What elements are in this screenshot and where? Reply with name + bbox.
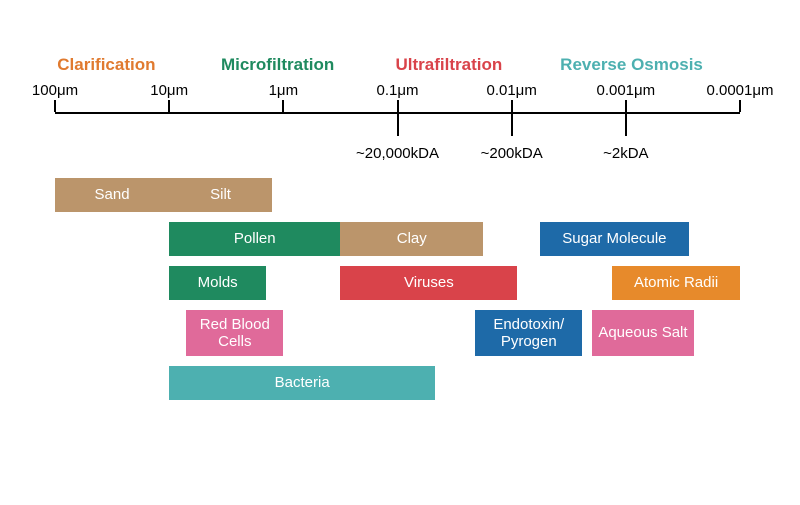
axis-tick — [625, 114, 627, 136]
category-label: Reverse Osmosis — [560, 55, 703, 75]
particle-bar: Clay — [340, 222, 483, 256]
axis-secondary-label: ~20,000kDA — [356, 145, 439, 162]
category-label: Ultrafiltration — [396, 55, 503, 75]
axis-tick-label: 10μm — [150, 82, 188, 99]
particle-bar: Bacteria — [169, 366, 435, 400]
particle-bar: Aqueous Salt — [592, 310, 695, 356]
axis-tick — [168, 100, 170, 112]
particle-bar: Endotoxin/Pyrogen — [475, 310, 582, 356]
axis-tick — [397, 100, 399, 112]
particle-bar: Pollen — [169, 222, 340, 256]
axis-tick — [282, 100, 284, 112]
axis-tick-label: 0.1μm — [377, 82, 419, 99]
axis-secondary-label: ~200kDA — [481, 145, 543, 162]
axis-secondary-label: ~2kDA — [603, 145, 648, 162]
category-label: Microfiltration — [221, 55, 334, 75]
particle-bar: Sand — [55, 178, 169, 212]
axis-tick-label: 100μm — [32, 82, 78, 99]
axis-tick-label: 1μm — [269, 82, 298, 99]
filtration-spectrum-chart: Clarification Microfiltration Ultrafiltrat… — [0, 0, 800, 505]
axis-tick — [511, 100, 513, 112]
particle-bar: Red Blood Cells — [186, 310, 283, 356]
particle-bar: Silt — [169, 178, 272, 212]
axis-tick — [625, 100, 627, 112]
axis-tick — [397, 114, 399, 136]
axis-tick-label: 0.01μm — [486, 82, 536, 99]
axis-tick — [54, 100, 56, 112]
axis-tick — [511, 114, 513, 136]
axis-tick-label: 0.001μm — [596, 82, 655, 99]
category-label: Clarification — [57, 55, 155, 75]
axis-tick-label: 0.0001μm — [706, 82, 773, 99]
axis-tick — [739, 100, 741, 112]
particle-bar: Viruses — [340, 266, 517, 300]
particle-bar: Molds — [169, 266, 266, 300]
particle-bar: Sugar Molecule — [540, 222, 688, 256]
particle-bar: Atomic Radii — [612, 266, 740, 300]
